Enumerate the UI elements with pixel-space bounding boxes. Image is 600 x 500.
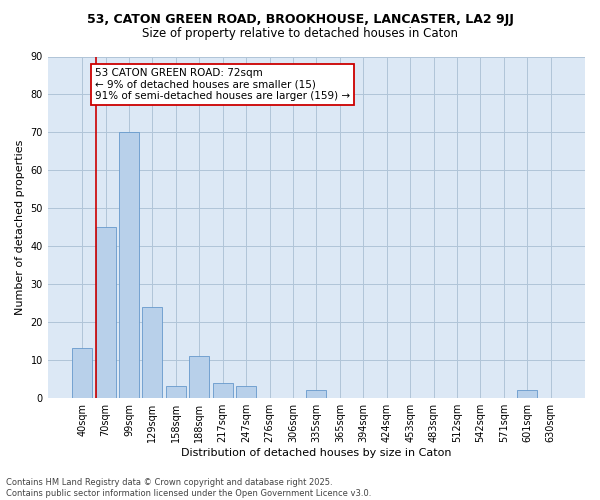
Bar <box>213 382 233 398</box>
Bar <box>119 132 139 398</box>
Text: Size of property relative to detached houses in Caton: Size of property relative to detached ho… <box>142 28 458 40</box>
Bar <box>142 306 163 398</box>
Bar <box>190 356 209 398</box>
Bar <box>307 390 326 398</box>
Bar <box>166 386 186 398</box>
Y-axis label: Number of detached properties: Number of detached properties <box>15 140 25 315</box>
Bar <box>95 227 116 398</box>
Text: 53 CATON GREEN ROAD: 72sqm
← 9% of detached houses are smaller (15)
91% of semi-: 53 CATON GREEN ROAD: 72sqm ← 9% of detac… <box>95 68 350 101</box>
Text: 53, CATON GREEN ROAD, BROOKHOUSE, LANCASTER, LA2 9JJ: 53, CATON GREEN ROAD, BROOKHOUSE, LANCAS… <box>86 12 514 26</box>
Bar <box>72 348 92 398</box>
X-axis label: Distribution of detached houses by size in Caton: Distribution of detached houses by size … <box>181 448 452 458</box>
Text: Contains HM Land Registry data © Crown copyright and database right 2025.
Contai: Contains HM Land Registry data © Crown c… <box>6 478 371 498</box>
Bar <box>517 390 537 398</box>
Bar <box>236 386 256 398</box>
